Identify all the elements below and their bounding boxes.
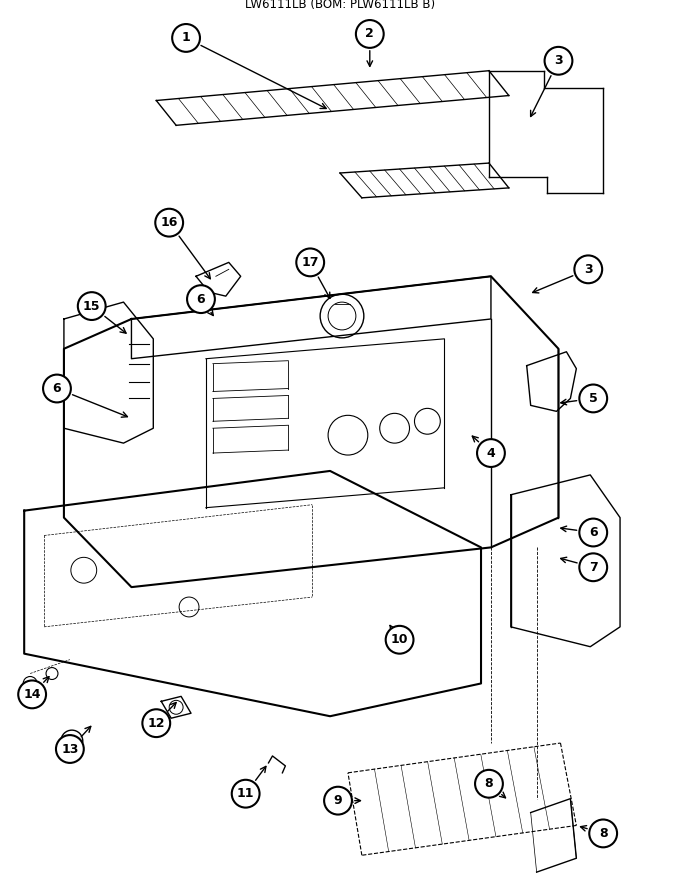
Text: 1: 1 [182,31,190,45]
Text: 6: 6 [589,526,598,539]
Text: 7: 7 [589,561,598,574]
Circle shape [172,24,200,52]
Text: 10: 10 [391,633,408,647]
Text: 17: 17 [301,256,319,269]
Circle shape [545,46,573,75]
Circle shape [43,374,71,403]
Text: 3: 3 [554,54,563,67]
Text: 4: 4 [487,446,495,460]
Text: 11: 11 [237,788,254,800]
Text: 6: 6 [52,382,61,395]
Circle shape [56,735,84,763]
Text: 6: 6 [197,293,205,305]
Circle shape [356,20,384,48]
Text: 9: 9 [334,794,342,807]
Text: 2: 2 [365,28,374,40]
Circle shape [575,255,602,283]
Text: 3: 3 [584,263,592,276]
Circle shape [579,554,607,581]
Text: 12: 12 [148,717,165,730]
Circle shape [232,780,260,807]
Circle shape [475,770,503,797]
Text: LW6111LB (BOM: PLW6111LB B): LW6111LB (BOM: PLW6111LB B) [245,0,435,12]
Text: 8: 8 [599,827,607,840]
Circle shape [579,385,607,413]
Text: 5: 5 [589,392,598,405]
Circle shape [296,248,324,276]
Circle shape [579,519,607,547]
Text: 8: 8 [485,777,493,790]
Circle shape [386,626,413,654]
Circle shape [78,292,105,320]
Text: 13: 13 [61,742,79,755]
Text: 15: 15 [83,299,101,313]
Circle shape [155,209,183,237]
Circle shape [18,680,46,708]
Text: 14: 14 [23,688,41,701]
Circle shape [477,439,505,467]
Text: 16: 16 [160,216,178,230]
Circle shape [590,820,617,847]
Circle shape [187,285,215,313]
Circle shape [324,787,352,814]
Circle shape [142,709,170,737]
